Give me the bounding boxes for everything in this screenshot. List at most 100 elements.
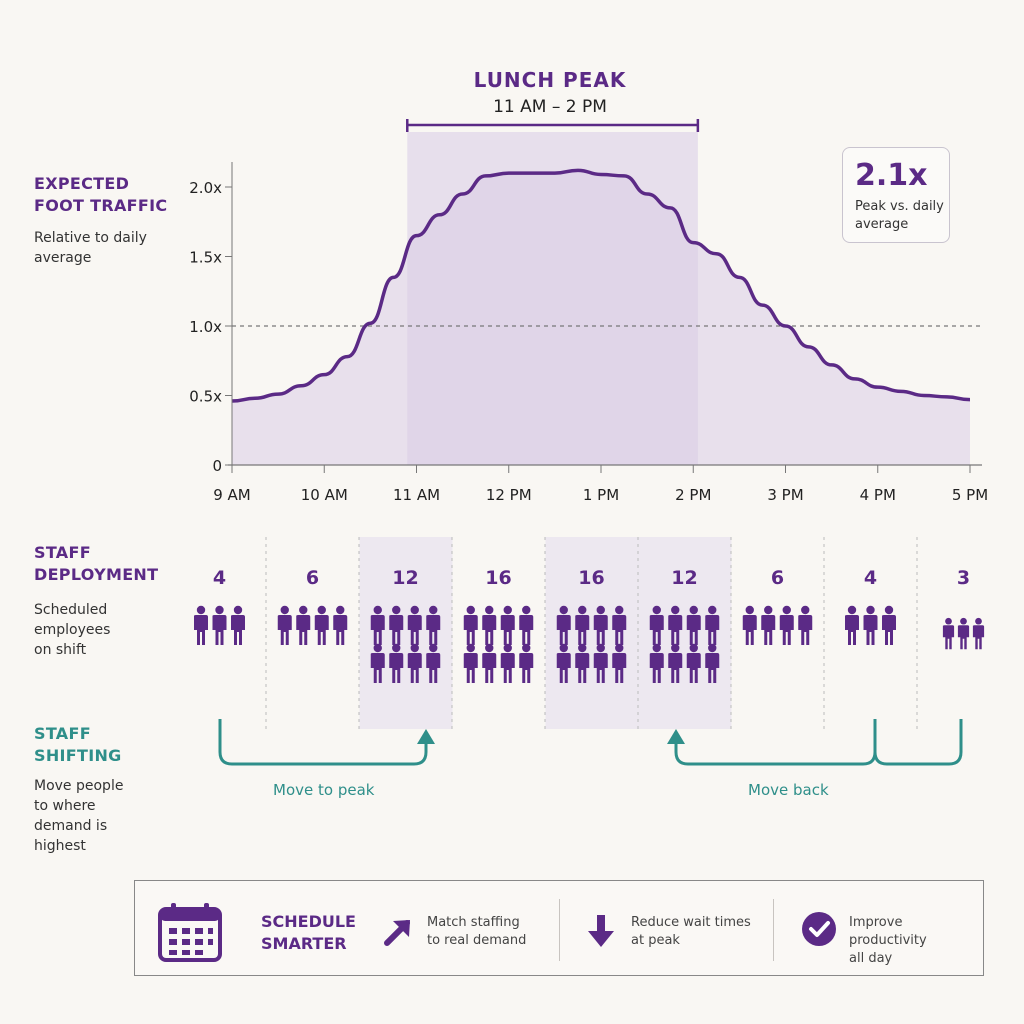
staff-peak-shade bbox=[545, 537, 639, 729]
check-circle-icon bbox=[801, 911, 837, 951]
y-tick-label: 0 bbox=[212, 457, 222, 475]
person-icon bbox=[426, 605, 441, 645]
person-icon bbox=[779, 605, 794, 645]
staff-count: 16 bbox=[578, 567, 604, 589]
person-icon bbox=[942, 617, 955, 650]
person-icon bbox=[845, 605, 859, 645]
person-icon bbox=[668, 605, 683, 645]
move-to-peak-label: Move to peak bbox=[273, 781, 375, 799]
staff-count: 4 bbox=[864, 567, 877, 589]
person-icon bbox=[593, 643, 608, 683]
person-icon bbox=[482, 643, 497, 683]
move-back-bracket bbox=[873, 719, 963, 766]
person-icon bbox=[389, 643, 404, 683]
lunch-peak-range: 11 AM – 2 PM bbox=[493, 97, 607, 117]
person-icon bbox=[649, 643, 664, 683]
arrow-up-right-icon bbox=[381, 915, 415, 953]
staff-peak-shade bbox=[359, 537, 453, 729]
x-tick-label: 5 PM bbox=[952, 486, 988, 504]
peak-ratio-value: 2.1x bbox=[855, 158, 928, 193]
move-back-label: Move back bbox=[748, 781, 829, 799]
staff-count: 12 bbox=[671, 567, 697, 589]
move-to-peak-arrow bbox=[218, 719, 428, 766]
person-icon bbox=[742, 605, 757, 645]
person-icon bbox=[333, 605, 348, 645]
person-icon bbox=[314, 605, 329, 645]
x-tick-label: 11 AM bbox=[393, 486, 440, 504]
person-icon bbox=[593, 605, 608, 645]
staff-deployment-subtitle: Scheduled employees on shift bbox=[34, 602, 111, 658]
x-tick-label: 3 PM bbox=[767, 486, 803, 504]
person-icon bbox=[705, 643, 720, 683]
person-icon bbox=[882, 605, 896, 645]
y-tick-label: 0.5x bbox=[189, 388, 222, 406]
benefit-reduce-wait: Reduce wait times at peak bbox=[631, 915, 751, 948]
person-icon bbox=[407, 643, 422, 683]
peak-ratio-callout: 2.1x Peak vs. daily average bbox=[842, 147, 950, 243]
staff-count: 6 bbox=[771, 567, 784, 589]
person-icon bbox=[389, 605, 404, 645]
move-to-peak-arrowhead bbox=[417, 729, 435, 744]
staff-count: 12 bbox=[392, 567, 418, 589]
schedule-smarter-title: SCHEDULE SMARTER bbox=[261, 912, 356, 953]
staff-deployment-title: STAFF DEPLOYMENT bbox=[34, 543, 159, 584]
foot-traffic-title: EXPECTED FOOT TRAFFIC bbox=[34, 174, 168, 215]
person-icon bbox=[231, 605, 245, 645]
x-tick-label: 4 PM bbox=[860, 486, 896, 504]
person-icon bbox=[482, 605, 497, 645]
x-tick-label: 10 AM bbox=[301, 486, 348, 504]
person-icon bbox=[798, 605, 813, 645]
staff-peak-shade bbox=[638, 537, 732, 729]
benefit-improve-productivity: Improve productivity all day bbox=[849, 915, 927, 966]
person-icon bbox=[705, 605, 720, 645]
schedule-smarter-panel: SCHEDULE SMARTER Match staffing to real … bbox=[134, 880, 984, 976]
arrow-down-icon bbox=[587, 913, 615, 953]
person-icon bbox=[556, 643, 571, 683]
benefit-match-staffing: Match staffing to real demand bbox=[427, 915, 527, 948]
person-icon bbox=[575, 643, 590, 683]
person-icon bbox=[277, 605, 292, 645]
calendar-icon bbox=[157, 901, 223, 967]
x-tick-label: 9 AM bbox=[213, 486, 251, 504]
peak-ratio-label: Peak vs. daily average bbox=[855, 199, 944, 232]
lunch-peak-title: LUNCH PEAK bbox=[473, 68, 627, 92]
person-icon bbox=[194, 605, 208, 645]
x-tick-label: 2 PM bbox=[675, 486, 711, 504]
person-icon bbox=[519, 643, 534, 683]
person-icon bbox=[686, 643, 701, 683]
person-icon bbox=[296, 605, 311, 645]
move-back-arrowhead bbox=[667, 729, 685, 744]
person-icon bbox=[370, 643, 385, 683]
person-icon bbox=[957, 617, 970, 650]
person-icon bbox=[575, 605, 590, 645]
y-tick-label: 1.5x bbox=[189, 249, 222, 267]
person-icon bbox=[426, 643, 441, 683]
person-icon bbox=[612, 605, 627, 645]
person-icon bbox=[500, 605, 515, 645]
person-icon bbox=[649, 605, 664, 645]
person-icon bbox=[612, 643, 627, 683]
person-icon bbox=[407, 605, 422, 645]
staff-count: 3 bbox=[957, 567, 970, 589]
footer-divider bbox=[773, 899, 774, 961]
person-icon bbox=[370, 605, 385, 645]
person-icon bbox=[500, 643, 515, 683]
staff-count: 4 bbox=[213, 567, 226, 589]
person-icon bbox=[761, 605, 776, 645]
x-tick-label: 1 PM bbox=[583, 486, 619, 504]
person-icon bbox=[556, 605, 571, 645]
foot-traffic-subtitle: Relative to daily average bbox=[34, 230, 147, 266]
person-icon bbox=[686, 605, 701, 645]
person-icon bbox=[972, 617, 985, 650]
y-tick-label: 2.0x bbox=[189, 179, 222, 197]
person-icon bbox=[463, 605, 478, 645]
foot-traffic-chart: 0 0.5x 1.0x 1.5x 2.0x 9 AM 10 AM 11 AM 12 PM 1 PM… bbox=[189, 119, 988, 766]
lunch-peak-band bbox=[407, 132, 698, 465]
staff-count: 16 bbox=[485, 567, 511, 589]
person-icon bbox=[463, 643, 478, 683]
staff-count: 6 bbox=[306, 567, 319, 589]
traffic-line bbox=[231, 168, 971, 403]
person-icon bbox=[863, 605, 878, 645]
y-tick-label: 1.0x bbox=[189, 318, 222, 336]
staff-shifting-title: STAFF SHIFTING bbox=[34, 724, 122, 765]
